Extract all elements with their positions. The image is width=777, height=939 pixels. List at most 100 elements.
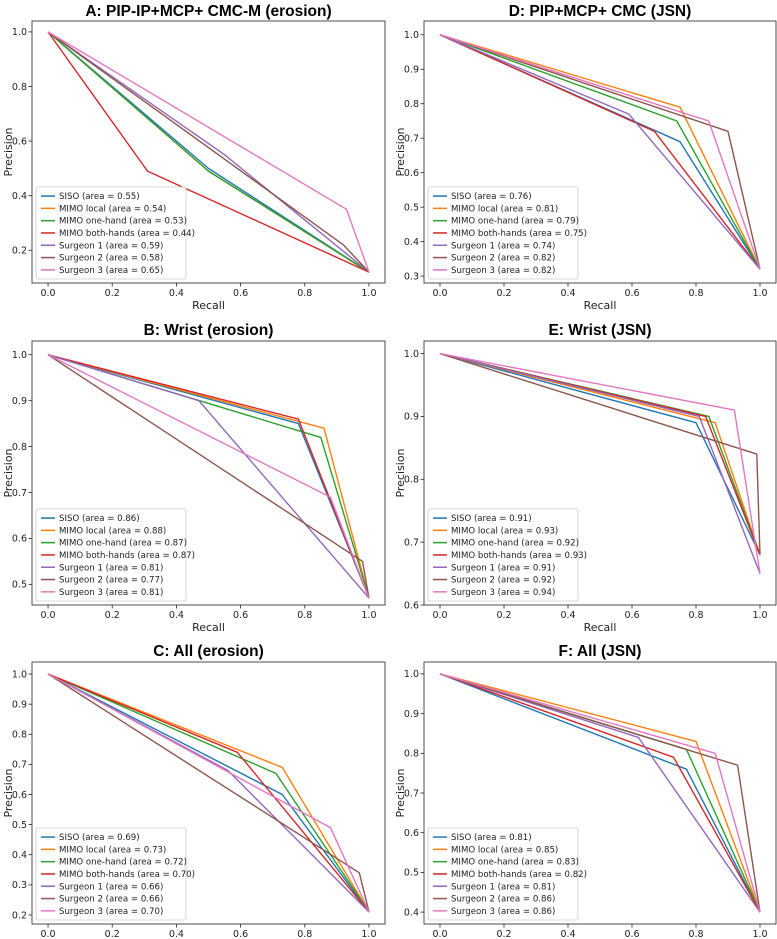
axes-frame [423, 340, 777, 606]
series-group [47, 673, 370, 913]
series-line-3 [439, 34, 761, 270]
legend-entry: MIMO local (area = 0.81) [451, 204, 558, 214]
y-tick-label: 1.0 [404, 669, 419, 680]
y-tick-label: 0.8 [404, 99, 419, 110]
x-tick-label: 0.0 [432, 288, 447, 299]
legend-entry: MIMO both-hands (area = 0.75) [451, 229, 587, 239]
series-line-1 [439, 673, 761, 913]
series-line-3 [47, 673, 370, 913]
y-tick-label: 0.6 [12, 790, 27, 801]
x-tick-label: 0.2 [496, 288, 511, 299]
y-tick-label: 0.7 [12, 488, 27, 499]
series-line-5 [439, 352, 761, 555]
legend-entry: MIMO one-hand (area = 0.83) [451, 858, 579, 868]
legend-box [427, 827, 579, 921]
y-tick-label: 0.6 [404, 828, 419, 839]
x-tick-label: 0.4 [560, 610, 575, 621]
legend-box [35, 827, 187, 921]
legend-entry: MIMO both-hands (area = 0.82) [451, 870, 587, 880]
chart-title: D: PIP+MCP+ CMC (JSN) [509, 3, 692, 20]
y-tick-label: 0.6 [12, 534, 27, 545]
series-line-1 [47, 354, 370, 599]
x-tick-label: 0.6 [624, 288, 639, 299]
series-group [439, 673, 761, 913]
x-axis-label: Recall [584, 299, 617, 312]
y-tick-label: 0.9 [12, 699, 27, 710]
x-tick-label: 1.0 [361, 610, 376, 621]
x-tick-label: 0.4 [169, 288, 184, 299]
series-line-4 [439, 352, 761, 574]
y-tick-label: 1.0 [404, 349, 419, 360]
legend-entry: Surgeon 2 (area = 0.58) [59, 254, 163, 264]
legend-entry: MIMO both-hands (area = 0.70) [59, 870, 195, 880]
y-tick-label: 0.5 [404, 868, 419, 879]
series-line-2 [47, 673, 370, 913]
chart-panel-5: F: All (JSN) 0.0 0.2 0.4 0.6 0.8 1.0 0.4 0.5 0.6 0… [394, 643, 777, 939]
chart-title: A: PIP-IP+MCP+ CMC-M (erosion) [85, 3, 331, 20]
chart-panel-2: B: Wrist (erosion) 0.0 0.2 0.4 0.6 0.8 1.0 0.5 0… [2, 322, 386, 634]
y-tick-label: 1.0 [404, 30, 419, 41]
series-line-1 [439, 34, 761, 270]
x-tick-label: 0.2 [496, 929, 511, 939]
series-line-2 [439, 34, 761, 270]
y-tick-label: 0.5 [404, 202, 419, 213]
y-axis-label: Precision [394, 768, 407, 817]
legend-entry: Surgeon 1 (area = 0.81) [59, 563, 163, 573]
y-tick-label: 0.8 [12, 442, 27, 453]
y-tick-label: 0.4 [12, 191, 27, 202]
axes-frame [31, 20, 386, 284]
x-tick-label: 0.6 [233, 288, 248, 299]
x-tick-label: 0.0 [40, 929, 55, 939]
x-tick-label: 1.0 [361, 288, 376, 299]
chart-panel-3: E: Wrist (JSN) 0.0 0.2 0.4 0.6 0.8 1.0 0.6 0.7 0.… [394, 322, 777, 634]
series-line-6 [439, 352, 761, 574]
series-line-4 [439, 673, 761, 913]
x-tick-label: 0.4 [169, 929, 184, 939]
x-tick-label: 0.2 [105, 288, 120, 299]
y-tick-label: 0.4 [404, 907, 419, 918]
series-line-4 [47, 354, 370, 599]
legend-entry: SISO (area = 0.55) [59, 192, 140, 202]
series-line-6 [47, 673, 370, 913]
legend-entry: SISO (area = 0.81) [451, 833, 532, 843]
chart-title: F: All (JSN) [559, 643, 642, 660]
legend: SISO (area = 0.55) MIMO local (area = 0.5… [35, 186, 195, 280]
axes-frame [31, 661, 386, 925]
y-tick-label: 0.2 [12, 910, 27, 921]
x-axis-label: Recall [192, 621, 225, 634]
series-line-6 [47, 354, 370, 599]
axes-frame [31, 340, 386, 606]
y-axis-label: Precision [2, 127, 15, 176]
legend-entry: MIMO local (area = 0.93) [451, 526, 558, 536]
legend-entry: MIMO both-hands (area = 0.93) [451, 551, 587, 561]
series-group [47, 31, 370, 273]
series-line-4 [439, 34, 761, 270]
y-tick-label: 0.8 [404, 475, 419, 486]
x-tick-label: 0.0 [40, 288, 55, 299]
legend-entry: MIMO one-hand (area = 0.87) [59, 539, 187, 549]
legend-box [427, 186, 579, 280]
x-axis-label: Recall [584, 621, 617, 634]
series-line-5 [47, 354, 370, 599]
legend-entry: MIMO one-hand (area = 0.53) [59, 217, 187, 227]
series-group [439, 34, 761, 270]
x-tick-label: 1.0 [752, 929, 767, 939]
y-tick-label: 0.7 [404, 134, 419, 145]
y-tick-label: 0.6 [12, 136, 27, 147]
legend-entry: MIMO both-hands (area = 0.87) [59, 551, 195, 561]
legend-entry: MIMO local (area = 0.73) [59, 845, 166, 855]
legend-entry: SISO (area = 0.69) [59, 833, 140, 843]
x-tick-label: 0.0 [432, 610, 447, 621]
series-line-3 [47, 31, 370, 273]
x-axis-label: Recall [192, 299, 225, 312]
x-tick-label: 0.8 [688, 929, 703, 939]
chart-panel-4: C: All (erosion) 0.0 0.2 0.4 0.6 0.8 1.0 0.2 0.3… [2, 643, 386, 939]
x-tick-label: 0.8 [297, 929, 312, 939]
y-tick-label: 0.2 [12, 246, 27, 257]
legend-entry: Surgeon 1 (area = 0.81) [451, 882, 555, 892]
x-tick-label: 0.2 [105, 610, 120, 621]
chart-title: B: Wrist (erosion) [144, 322, 274, 339]
x-tick-label: 1.0 [752, 610, 767, 621]
series-line-0 [47, 673, 370, 913]
series-line-5 [439, 34, 761, 270]
